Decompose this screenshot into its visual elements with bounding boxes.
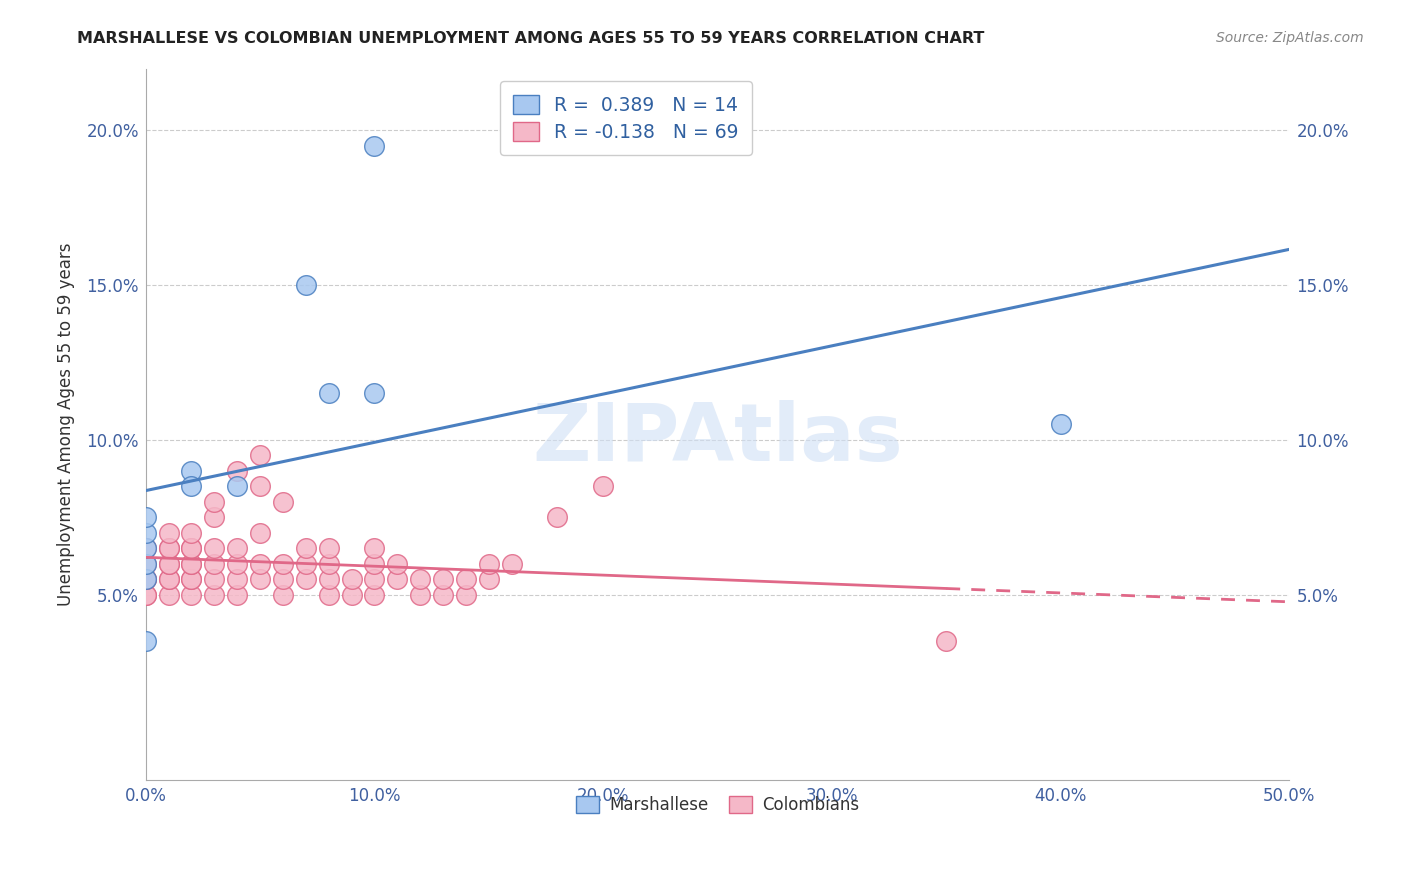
Point bbox=[180, 588, 202, 602]
Point bbox=[226, 572, 249, 586]
Point bbox=[546, 510, 568, 524]
Point bbox=[249, 479, 271, 493]
Point bbox=[135, 557, 157, 571]
Point bbox=[157, 572, 180, 586]
Point bbox=[592, 479, 614, 493]
Point bbox=[271, 588, 294, 602]
Point bbox=[157, 588, 180, 602]
Point bbox=[180, 557, 202, 571]
Point bbox=[135, 510, 157, 524]
Point bbox=[478, 557, 501, 571]
Text: ZIPAtlas: ZIPAtlas bbox=[533, 400, 903, 477]
Point bbox=[180, 541, 202, 556]
Point bbox=[135, 572, 157, 586]
Point bbox=[226, 464, 249, 478]
Point bbox=[271, 495, 294, 509]
Point bbox=[318, 557, 340, 571]
Point bbox=[202, 557, 225, 571]
Point bbox=[1049, 417, 1071, 432]
Point bbox=[409, 572, 432, 586]
Point bbox=[157, 525, 180, 540]
Point bbox=[387, 557, 409, 571]
Point bbox=[202, 510, 225, 524]
Point bbox=[202, 588, 225, 602]
Point bbox=[501, 557, 523, 571]
Point bbox=[157, 557, 180, 571]
Point bbox=[454, 588, 477, 602]
Point bbox=[249, 572, 271, 586]
Point bbox=[180, 572, 202, 586]
Point bbox=[363, 541, 385, 556]
Point bbox=[363, 139, 385, 153]
Point bbox=[135, 525, 157, 540]
Text: Source: ZipAtlas.com: Source: ZipAtlas.com bbox=[1216, 31, 1364, 45]
Point bbox=[202, 541, 225, 556]
Point bbox=[180, 525, 202, 540]
Point bbox=[340, 572, 363, 586]
Point bbox=[340, 588, 363, 602]
Point bbox=[271, 557, 294, 571]
Point bbox=[180, 464, 202, 478]
Point bbox=[935, 634, 957, 648]
Legend: Marshallese, Colombians: Marshallese, Colombians bbox=[564, 784, 870, 825]
Point bbox=[363, 557, 385, 571]
Point bbox=[180, 479, 202, 493]
Point bbox=[454, 572, 477, 586]
Point bbox=[157, 541, 180, 556]
Point bbox=[135, 572, 157, 586]
Point bbox=[135, 572, 157, 586]
Point bbox=[157, 541, 180, 556]
Point bbox=[363, 386, 385, 401]
Point bbox=[180, 541, 202, 556]
Point bbox=[432, 588, 454, 602]
Point bbox=[226, 479, 249, 493]
Point bbox=[135, 541, 157, 556]
Point bbox=[135, 541, 157, 556]
Point bbox=[295, 541, 318, 556]
Point bbox=[226, 588, 249, 602]
Point bbox=[295, 557, 318, 571]
Point bbox=[157, 557, 180, 571]
Point bbox=[135, 634, 157, 648]
Point bbox=[318, 386, 340, 401]
Point bbox=[295, 278, 318, 293]
Point bbox=[295, 572, 318, 586]
Point bbox=[135, 588, 157, 602]
Point bbox=[318, 572, 340, 586]
Point bbox=[180, 557, 202, 571]
Point bbox=[271, 572, 294, 586]
Point bbox=[202, 572, 225, 586]
Point bbox=[318, 541, 340, 556]
Point bbox=[226, 541, 249, 556]
Point bbox=[135, 557, 157, 571]
Point bbox=[180, 572, 202, 586]
Point bbox=[409, 588, 432, 602]
Point bbox=[432, 572, 454, 586]
Point bbox=[478, 572, 501, 586]
Text: MARSHALLESE VS COLOMBIAN UNEMPLOYMENT AMONG AGES 55 TO 59 YEARS CORRELATION CHAR: MARSHALLESE VS COLOMBIAN UNEMPLOYMENT AM… bbox=[77, 31, 984, 46]
Point bbox=[135, 588, 157, 602]
Point bbox=[363, 588, 385, 602]
Y-axis label: Unemployment Among Ages 55 to 59 years: Unemployment Among Ages 55 to 59 years bbox=[58, 243, 75, 607]
Point bbox=[249, 557, 271, 571]
Point bbox=[387, 572, 409, 586]
Point bbox=[318, 588, 340, 602]
Point bbox=[157, 572, 180, 586]
Point bbox=[226, 557, 249, 571]
Point bbox=[249, 525, 271, 540]
Point bbox=[249, 448, 271, 462]
Point bbox=[202, 495, 225, 509]
Point bbox=[363, 572, 385, 586]
